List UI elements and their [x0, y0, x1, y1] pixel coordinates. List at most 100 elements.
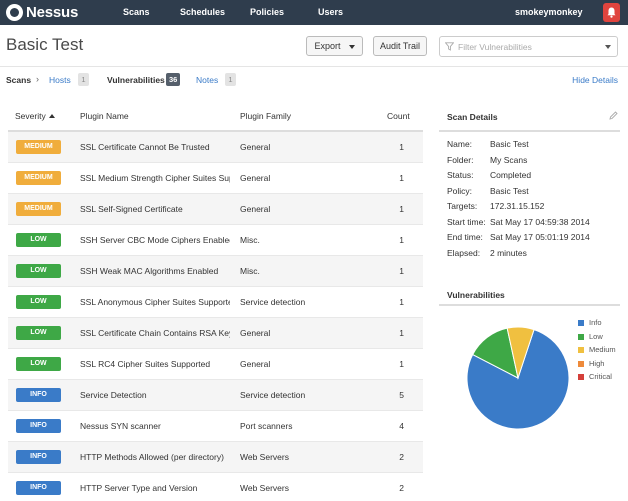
detail-key: End time: [447, 232, 483, 242]
chevron-down-icon [348, 44, 355, 49]
legend-swatch [578, 374, 584, 380]
detail-value: Completed [490, 170, 532, 180]
table-row[interactable]: LOW SSH Weak MAC Algorithms Enabled Misc. 1 [8, 256, 423, 287]
detail-value: Basic Test [490, 185, 529, 196]
filter-box[interactable] [439, 36, 618, 57]
detail-value: Sat May 17 05:01:19 2014 [490, 232, 590, 242]
table-row[interactable]: INFO Service Detection Service detection 5 [8, 380, 423, 411]
chevron-down-icon[interactable] [605, 45, 611, 49]
severity-badge: INFO [16, 450, 61, 464]
filter-icon [445, 42, 454, 51]
detail-key: Status: [447, 170, 474, 180]
plugin-family: Misc. [240, 266, 260, 276]
plugin-family: General [240, 142, 271, 152]
pie-slice-medium [506, 326, 535, 380]
table-row[interactable]: LOW SSL Anonymous Cipher Suites Supported… [8, 287, 423, 318]
notifications-button[interactable] [603, 3, 620, 22]
plugin-count: 1 [399, 297, 404, 307]
audit-trail-button[interactable]: Audit Trail [373, 36, 427, 56]
plugin-name: SSL Medium Strength Cipher Suites Sup... [80, 173, 230, 183]
scan-details-fields: Name: Basic Test Folder: My Scans Status: Com… [439, 132, 620, 263]
severity-badge: MEDIUM [16, 171, 61, 185]
vulnerabilities-count-badge: 36 [166, 73, 181, 86]
table-row[interactable]: MEDIUM SSL Certificate Cannot Be Trusted G… [8, 132, 423, 163]
plugin-count: 1 [399, 266, 404, 276]
detail-key: Start time: [447, 216, 486, 227]
severity-badge: INFO [16, 419, 61, 433]
plugin-name: SSH Server CBC Mode Ciphers Enabled [80, 235, 230, 245]
detail-row: Start time: Sat May 17 04:59:38 2014 [439, 217, 620, 233]
nav-scans[interactable]: Scans [123, 7, 150, 17]
plugin-family: Service detection [240, 390, 306, 400]
severity-badge: MEDIUM [16, 202, 61, 216]
table-header: Severity Plugin Name Plugin Family Count [8, 102, 423, 132]
table-row[interactable]: MEDIUM SSL Medium Strength Cipher Suites … [8, 163, 423, 194]
severity-badge: LOW [16, 264, 61, 278]
detail-row: Name: Basic Test [439, 139, 620, 155]
title-bar: Basic Test Export Audit Trail [0, 25, 628, 67]
brand-name: Nessus [26, 4, 79, 21]
table-row[interactable]: INFO Nessus SYN scanner Port scanners 4 [8, 411, 423, 442]
detail-value: 172.31.15.152 [490, 201, 545, 211]
top-nav: Nessus Scans Schedules Policies Users sm… [0, 0, 628, 25]
export-button[interactable]: Export [306, 36, 363, 56]
divider [439, 304, 620, 306]
nav-users[interactable]: Users [318, 7, 344, 17]
nav-policies[interactable]: Policies [250, 7, 285, 17]
plugin-count: 4 [399, 421, 404, 431]
table-body: MEDIUM SSL Certificate Cannot Be Trusted G… [8, 132, 423, 501]
column-count[interactable]: Count [387, 111, 410, 121]
column-plugin-name[interactable]: Plugin Name [80, 111, 129, 121]
column-severity[interactable]: Severity [15, 111, 55, 121]
legend-label: High [589, 358, 605, 368]
severity-badge: INFO [16, 388, 61, 402]
detail-key: Name: [447, 139, 473, 149]
sort-ascending-icon [48, 114, 55, 118]
table-row[interactable]: INFO HTTP Server Type and Version Web Serv… [8, 473, 423, 501]
tab-hosts[interactable]: Hosts [49, 75, 71, 85]
audit-trail-label: Audit Trail [379, 41, 421, 51]
table-row[interactable]: MEDIUM SSL Self-Signed Certificate General… [8, 194, 423, 225]
severity-badge: LOW [16, 357, 61, 371]
table-row[interactable]: LOW SSL RC4 Cipher Suites Supported Genera… [8, 349, 423, 380]
tab-notes[interactable]: Notes [196, 75, 219, 85]
breadcrumb-scans[interactable]: Scans [6, 75, 32, 85]
detail-row: Targets: 172.31.15.152 [439, 201, 620, 217]
detail-key: Targets: [447, 201, 478, 211]
export-label: Export [314, 41, 341, 51]
table-row[interactable]: INFO HTTP Methods Allowed (per directory)… [8, 442, 423, 473]
detail-key: Policy: [447, 185, 473, 196]
vulnerabilities-chart-title: Vulnerabilities [447, 290, 505, 300]
page-title: Basic Test [6, 35, 84, 54]
detail-row: Policy: Basic Test [439, 186, 620, 202]
plugin-count: 1 [399, 328, 404, 338]
user-menu[interactable]: smokeymonkey [515, 7, 583, 17]
tab-vulnerabilities[interactable]: Vulnerabilities [107, 75, 165, 85]
legend-label: Low [589, 331, 603, 341]
legend-label: Medium [589, 345, 616, 354]
filter-input[interactable] [458, 37, 598, 56]
severity-badge: MEDIUM [16, 140, 61, 154]
plugin-family: Misc. [240, 235, 260, 245]
column-plugin-family[interactable]: Plugin Family [240, 111, 292, 121]
detail-value: 2 minutes [490, 247, 527, 258]
plugin-name: SSL RC4 Cipher Suites Supported [80, 359, 211, 369]
plugin-count: 1 [399, 235, 404, 245]
plugin-family: Web Servers [240, 483, 289, 493]
nav-schedules[interactable]: Schedules [180, 7, 226, 17]
severity-badge: LOW [16, 295, 61, 309]
plugin-count: 2 [399, 483, 404, 493]
detail-key: Folder: [447, 154, 474, 165]
pencil-icon[interactable] [609, 111, 618, 120]
table-row[interactable]: LOW SSL Certificate Chain Contains RSA Ke… [8, 318, 423, 349]
plugin-name: SSL Self-Signed Certificate [80, 204, 183, 214]
nessus-logo-icon [6, 4, 23, 21]
severity-badge: INFO [16, 481, 61, 495]
plugin-family: General [240, 328, 271, 338]
legend-swatch [578, 333, 584, 340]
table-row[interactable]: LOW SSH Server CBC Mode Ciphers Enabled Mi… [8, 225, 423, 256]
plugin-name: Nessus SYN scanner [80, 421, 161, 431]
plugin-name: SSH Weak MAC Algorithms Enabled [80, 266, 219, 276]
nessus-logo[interactable]: Nessus [6, 4, 78, 21]
hide-details-link[interactable]: Hide Details [572, 75, 618, 85]
